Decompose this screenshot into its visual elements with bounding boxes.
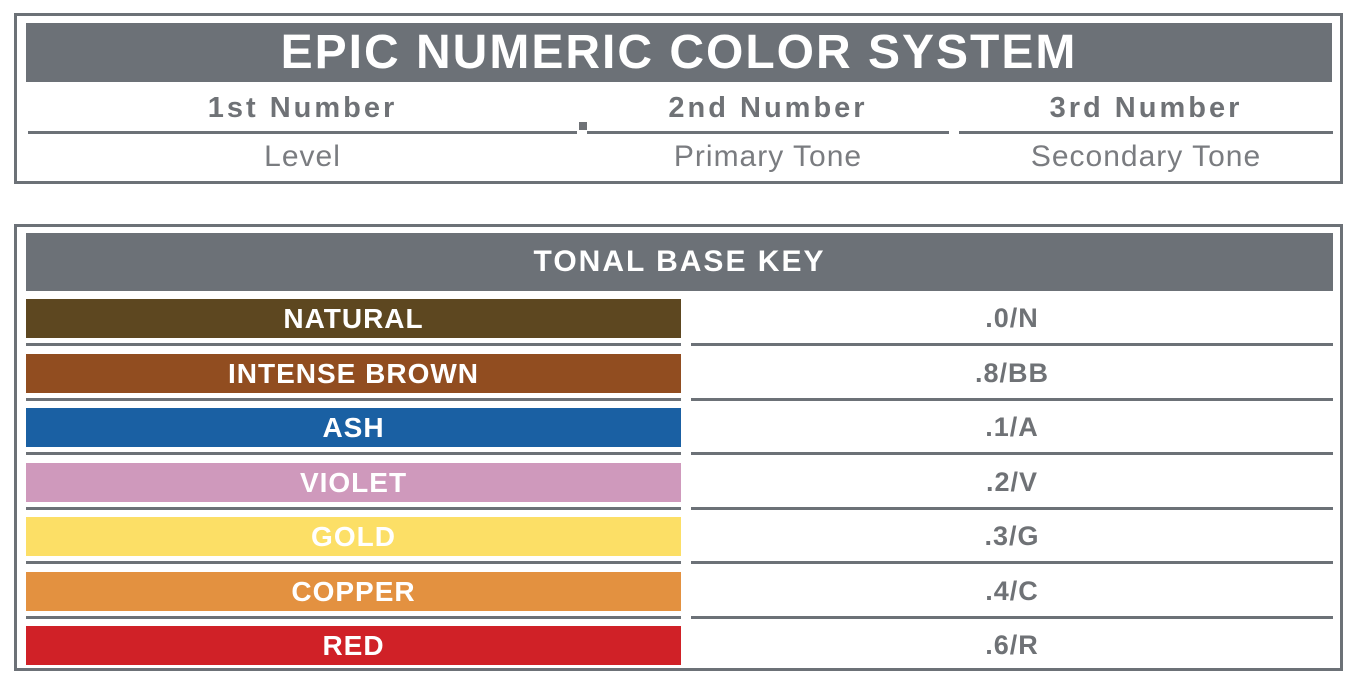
tone-code-violet: .2/V <box>985 467 1039 497</box>
tone-name-label: INTENSE BROWN <box>228 357 479 389</box>
tone-row-red: RED .6/R <box>17 626 1340 665</box>
tone-name-label: NATURAL <box>283 302 424 334</box>
primary-tone-label: Primary Tone <box>673 140 863 173</box>
column-second-number: 2nd Number Primary Tone <box>587 90 949 174</box>
panel-title: EPIC NUMERIC COLOR SYSTEM <box>280 26 1078 79</box>
tone-code-natural: .0/N <box>985 303 1039 333</box>
swatch-gold: GOLD <box>26 517 681 556</box>
decimal-point <box>579 122 587 130</box>
key-title: TONAL BASE KEY <box>533 245 826 278</box>
third-number-label: 3rd Number <box>959 90 1333 134</box>
second-number-label: 2nd Number <box>587 90 949 134</box>
tone-code-copper: .4/C <box>985 576 1039 606</box>
key-title-bar: TONAL BASE KEY <box>26 233 1333 291</box>
swatch-copper: COPPER <box>26 572 681 611</box>
tone-code-red: .6/R <box>985 630 1039 660</box>
tone-row-natural: NATURAL .0/N <box>17 299 1340 338</box>
tone-row-ash: ASH .1/A <box>17 408 1340 447</box>
numeric-system-panel: EPIC NUMERIC COLOR SYSTEM 1st Number Lev… <box>14 13 1343 184</box>
tone-row-gold: GOLD .3/G <box>17 517 1340 556</box>
row-separator <box>17 452 1340 455</box>
column-first-number: 1st Number Level <box>28 90 577 174</box>
swatch-violet: VIOLET <box>26 463 681 502</box>
panel-title-bar: EPIC NUMERIC COLOR SYSTEM <box>26 23 1332 82</box>
tone-name-label: VIOLET <box>299 466 408 498</box>
swatch-intense-brown: INTENSE BROWN <box>26 354 681 393</box>
row-separator <box>17 343 1340 346</box>
tone-name-label: COPPER <box>291 575 416 607</box>
tone-code-ash: .1/A <box>985 412 1039 442</box>
tone-code-intense-brown: .8/BB <box>974 358 1050 388</box>
swatch-ash: ASH <box>26 408 681 447</box>
column-third-number: 3rd Number Secondary Tone <box>959 90 1333 174</box>
tone-code-gold: .3/G <box>984 521 1040 551</box>
row-separator <box>17 561 1340 564</box>
tone-name-label: RED <box>322 629 385 661</box>
swatch-red: RED <box>26 626 681 665</box>
row-separator <box>17 507 1340 510</box>
secondary-tone-label: Secondary Tone <box>1030 140 1262 173</box>
row-separator <box>17 616 1340 619</box>
tone-row-intense-brown: INTENSE BROWN .8/BB <box>17 354 1340 393</box>
first-number-label: 1st Number <box>28 90 577 134</box>
tone-name-label: GOLD <box>311 520 396 552</box>
row-separator <box>17 398 1340 401</box>
tone-row-violet: VIOLET .2/V <box>17 463 1340 502</box>
level-label: Level <box>264 140 341 173</box>
swatch-natural: NATURAL <box>26 299 681 338</box>
tone-name-label: ASH <box>322 411 385 443</box>
tone-row-copper: COPPER .4/C <box>17 572 1340 611</box>
tonal-base-key-panel: TONAL BASE KEY NATURAL .0/N INTENSE BROW… <box>14 224 1343 671</box>
